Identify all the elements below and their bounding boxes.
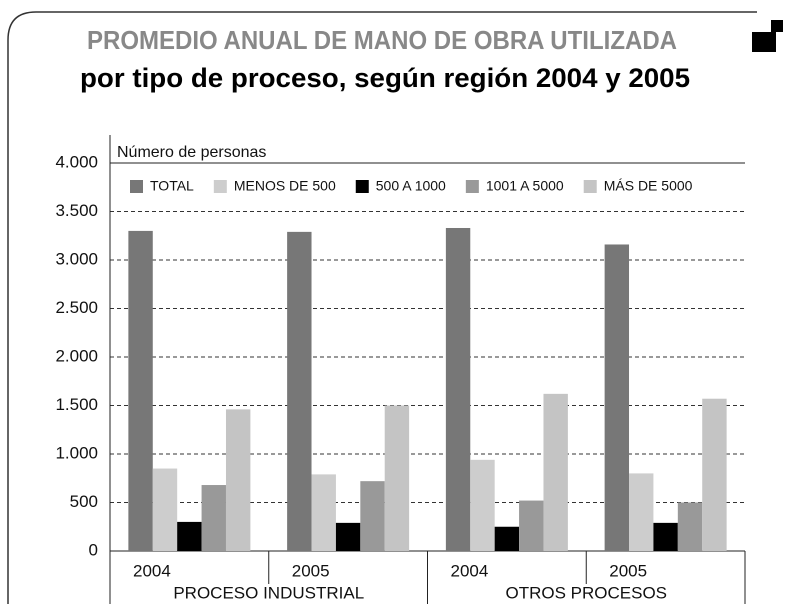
bar	[201, 485, 226, 551]
x-tick-label: 2004	[133, 561, 171, 580]
bar	[519, 500, 544, 551]
bar	[177, 521, 202, 551]
y-tick-label: 500	[70, 492, 98, 511]
corner-icon	[771, 20, 783, 32]
bar	[287, 231, 312, 551]
bar	[653, 522, 678, 551]
legend-label: 500 A 1000	[376, 178, 446, 194]
y-tick-label: 2.500	[55, 298, 98, 317]
bar	[543, 393, 568, 551]
bar	[445, 227, 471, 552]
frame	[7, 11, 757, 604]
bar	[152, 468, 178, 551]
legend-label: TOTAL	[150, 178, 194, 194]
y-axis-label: Número de personas	[117, 144, 266, 161]
y-tick-label: 3.500	[55, 201, 98, 220]
chart-title: PROMEDIO ANUAL DE MANO DE OBRA UTILIZADA	[87, 25, 677, 55]
bar	[225, 409, 251, 551]
legend-swatch	[130, 180, 143, 193]
bar	[629, 473, 654, 551]
legend-label: 1001 A 5000	[486, 178, 564, 194]
bar	[702, 398, 727, 551]
x-tick-label: 2005	[292, 561, 330, 580]
y-tick-label: 2.000	[55, 346, 98, 365]
bar	[494, 526, 520, 551]
legend-swatch	[583, 180, 597, 193]
bar	[470, 459, 495, 551]
bar	[128, 230, 153, 551]
bar	[384, 405, 410, 551]
bar	[311, 474, 336, 551]
legend-label: MENOS DE 500	[234, 178, 336, 194]
bar	[335, 522, 361, 551]
bar	[604, 244, 630, 552]
y-tick-label: 3.000	[55, 249, 98, 268]
chart-subtitle: por tipo de proceso, según región 2004 y…	[80, 63, 690, 93]
bar	[677, 502, 703, 551]
legend-swatch	[213, 180, 227, 193]
x-tick-label: 2005	[609, 561, 647, 580]
y-tick-label: 0	[89, 540, 98, 559]
y-tick-label: 1.000	[55, 443, 98, 462]
corner-icon	[752, 32, 776, 52]
bar	[360, 481, 385, 551]
y-tick-label: 4.000	[55, 152, 98, 171]
legend-swatch	[465, 180, 479, 193]
legend-swatch	[355, 180, 369, 193]
group-label: PROCESO INDUSTRIAL	[173, 583, 364, 602]
group-label: OTROS PROCESOS	[505, 583, 667, 602]
x-tick-label: 2004	[451, 561, 489, 580]
y-tick-label: 1.500	[55, 395, 98, 414]
legend-label: MÁS DE 5000	[604, 178, 693, 194]
